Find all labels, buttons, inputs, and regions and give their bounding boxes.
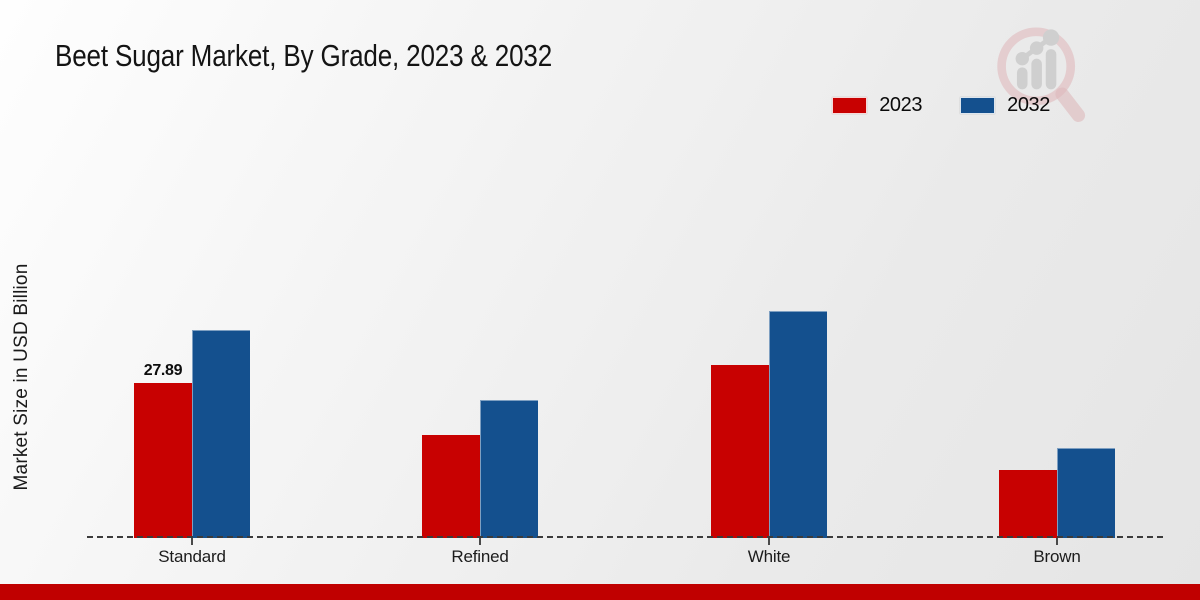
legend-item-2032: 2032 [960, 94, 1050, 117]
footer-accent-strip [0, 584, 1200, 600]
bar-2032-white [769, 311, 827, 538]
brand-watermark-icon [997, 27, 1086, 123]
chart-legend: 2023 2032 [832, 94, 1050, 117]
legend-swatch-2032 [960, 97, 996, 114]
bar-2023-white [711, 364, 769, 538]
bar-value-label: 27.89 [143, 362, 183, 380]
x-axis-tick [1056, 538, 1058, 545]
category-label-white: White [747, 547, 791, 566]
bar-2023-standard [134, 383, 192, 538]
chart-title: Beet Sugar Market, By Grade, 2023 & 2032 [55, 38, 553, 73]
category-label-brown: Brown [1033, 547, 1081, 566]
category-label-refined: Refined [451, 547, 509, 566]
legend-item-2023: 2023 [832, 94, 922, 117]
bar-2032-standard [192, 330, 250, 538]
x-axis-tick [191, 538, 193, 545]
legend-swatch-2023 [832, 97, 868, 114]
legend-label: 2023 [879, 94, 923, 116]
x-axis-tick [479, 538, 481, 545]
bar-2023-brown [999, 469, 1057, 538]
bar-2032-refined [480, 399, 538, 538]
bar-2032-brown [1057, 448, 1115, 538]
x-axis-tick [768, 538, 770, 545]
category-label-standard: Standard [158, 547, 226, 566]
legend-label: 2032 [1007, 94, 1050, 116]
bar-2023-refined [422, 434, 480, 538]
x-axis-line [87, 536, 1163, 538]
